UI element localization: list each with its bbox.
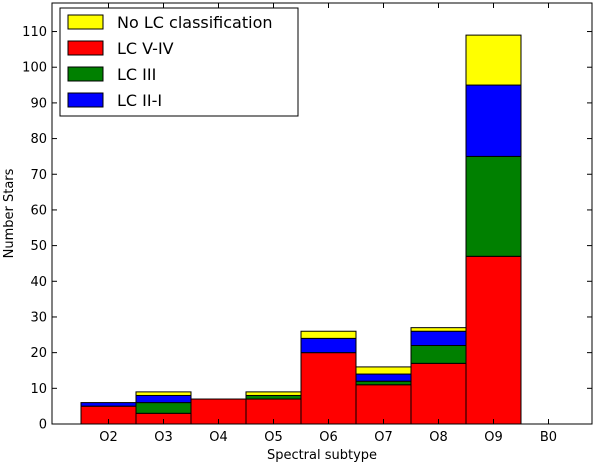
bar-o9-series-3: [465, 84, 522, 157]
bar-o6-series-1: [300, 352, 357, 425]
bar-o8-series-1: [410, 362, 467, 425]
bar-o7-series-4: [355, 366, 412, 375]
legend-swatch-2: [67, 40, 104, 56]
y-axis-label: Number Stars: [2, 168, 17, 258]
y-tick-label-60: 60: [30, 203, 47, 218]
y-tick-label-90: 90: [30, 96, 47, 111]
bar-o2-series-3: [80, 402, 137, 407]
y-tick-label-0: 0: [39, 418, 47, 433]
x-tick-label-o3: O3: [154, 430, 173, 445]
bar-o9-series-1: [465, 255, 522, 425]
y-tick-label-40: 40: [30, 275, 47, 290]
bar-o7-series-2: [355, 380, 412, 386]
y-tick-label-70: 70: [30, 168, 47, 183]
bar-o7-series-3: [355, 373, 412, 382]
x-tick-label-o4: O4: [209, 430, 228, 445]
legend-swatch-3: [67, 66, 104, 82]
legend-label-1: No LC classification: [117, 13, 273, 32]
x-tick-label-o9: O9: [484, 430, 503, 445]
bar-o6-series-3: [300, 337, 357, 354]
plot-frame: [51, 2, 593, 425]
x-tick-label-o8: O8: [429, 430, 448, 445]
y-tick-label-110: 110: [22, 25, 47, 40]
legend: No LC classification LC V-IV LC III LC II-I: [59, 7, 299, 117]
bar-o6-series-4: [300, 330, 357, 339]
legend-label-3: LC III: [117, 65, 156, 84]
bar-o3-series-4: [135, 391, 192, 396]
legend-swatch-4: [67, 92, 104, 108]
y-tick-label-50: 50: [30, 239, 47, 254]
ticks-layer: 0 10 20 30 40 50 60 70 80 90 100 110 O2 O3 O4 O5 O6 O7 O8 O…: [22, 3, 592, 445]
legend-label-2: LC V-IV: [117, 39, 174, 58]
x-tick-label-b0: B0: [540, 430, 557, 445]
bar-o5-series-4: [245, 391, 302, 396]
bar-o9-series-4: [465, 34, 522, 86]
bars-layer: [80, 34, 522, 425]
bar-o3-series-2: [135, 402, 192, 414]
legend-swatch-1: [67, 14, 104, 30]
y-tick-label-30: 30: [30, 310, 47, 325]
y-tick-label-80: 80: [30, 132, 47, 147]
x-tick-label-o7: O7: [374, 430, 393, 445]
y-tick-label-100: 100: [22, 61, 47, 76]
x-tick-label-o2: O2: [99, 430, 118, 445]
y-tick-label-10: 10: [30, 382, 47, 397]
legend-label-4: LC II-I: [117, 91, 162, 110]
bar-o8-series-3: [410, 330, 467, 347]
bar-o5-series-2: [245, 394, 302, 400]
bar-o9-series-2: [465, 155, 522, 257]
bar-o8-series-2: [410, 345, 467, 364]
bar-o8-series-4: [410, 327, 467, 332]
x-tick-label-o5: O5: [264, 430, 283, 445]
y-tick-label-20: 20: [30, 346, 47, 361]
x-axis-label: Spectral subtype: [267, 448, 377, 463]
bar-o3-series-3: [135, 394, 192, 404]
x-tick-label-o6: O6: [319, 430, 338, 445]
bar-o7-series-1: [355, 384, 412, 425]
